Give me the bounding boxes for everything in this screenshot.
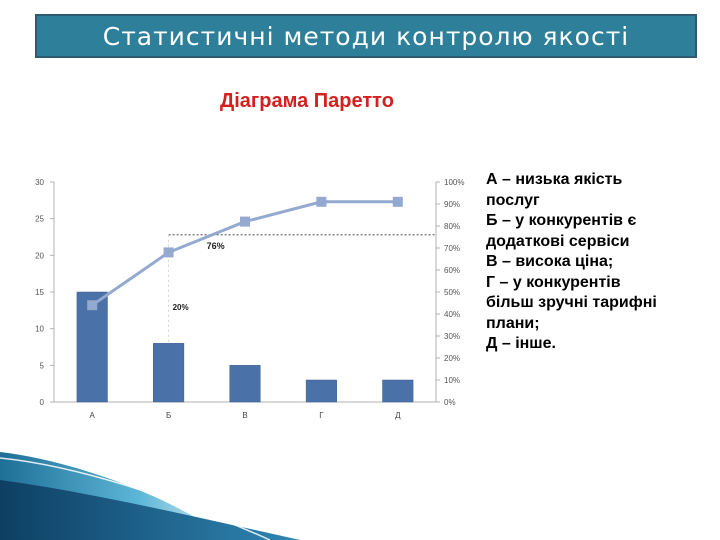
cumulative-point-4 (316, 196, 327, 207)
y2-tick-label: 80% (444, 222, 460, 231)
slide-title: Статистичні методи контролю якості (102, 21, 630, 51)
annotation-76-percent: 76% (207, 241, 225, 251)
decorative-corner-swoosh (0, 452, 300, 540)
x-tick-label: Г (319, 411, 324, 420)
annotation-20-percent: 20% (173, 303, 189, 312)
legend-line: Д – інше. (486, 335, 556, 352)
y-tick-label: 5 (40, 361, 45, 370)
legend-line: додаткові сервіси (486, 232, 630, 250)
cumulative-point-1 (87, 300, 98, 311)
y2-tick-label: 10% (444, 376, 460, 385)
bar-1 (76, 291, 108, 403)
y-tick-label: 15 (35, 288, 44, 297)
bar-4 (305, 379, 337, 403)
category-legend: А – низька якість послуг Б – у конкурент… (486, 170, 716, 355)
y-tick-label: 20 (35, 251, 44, 260)
bar-5 (382, 379, 414, 403)
legend-line: В – висока ціна; (486, 253, 614, 270)
y2-tick-label: 60% (444, 266, 460, 275)
slide-title-bar: Статистичні методи контролю якості (35, 14, 697, 58)
y-tick-label: 30 (35, 178, 44, 187)
x-tick-label: В (242, 411, 247, 420)
legend-line: Б – у конкурентів є (486, 212, 637, 229)
legend-line: послуг (486, 191, 540, 209)
legend-line: А – низька якість (486, 171, 623, 188)
x-tick-label: Б (166, 411, 171, 420)
legend-line: плани; (486, 314, 540, 332)
chart-title: Діаграма Паретто (220, 90, 394, 112)
legend-line: Г – у конкурентів (486, 273, 621, 291)
x-tick-label: Д (395, 411, 401, 420)
cumulative-point-2 (163, 247, 174, 258)
y-tick-label: 0 (40, 398, 45, 407)
x-tick-label: А (90, 411, 96, 420)
y2-tick-label: 0% (444, 398, 456, 407)
y2-tick-label: 40% (444, 310, 460, 319)
y-tick-label: 10 (35, 325, 44, 334)
y-tick-label: 25 (35, 215, 44, 224)
y2-tick-label: 70% (444, 244, 460, 253)
legend-line: більш зручні тарифні (486, 294, 657, 311)
pareto-chart: 0 5 10 15 20 25 30 0% 10% 20% 30% 40% 50% 60% 70% 80% 90… (35, 178, 464, 420)
y2-tick-label: 50% (444, 288, 460, 297)
y2-tick-label: 100% (444, 178, 464, 187)
y2-tick-label: 90% (444, 200, 460, 209)
y2-tick-label: 30% (444, 332, 460, 341)
cumulative-point-5 (392, 196, 403, 207)
bar-2 (153, 343, 185, 403)
cumulative-point-3 (240, 216, 250, 227)
bar-3 (229, 365, 261, 403)
y2-tick-label: 20% (444, 354, 460, 363)
